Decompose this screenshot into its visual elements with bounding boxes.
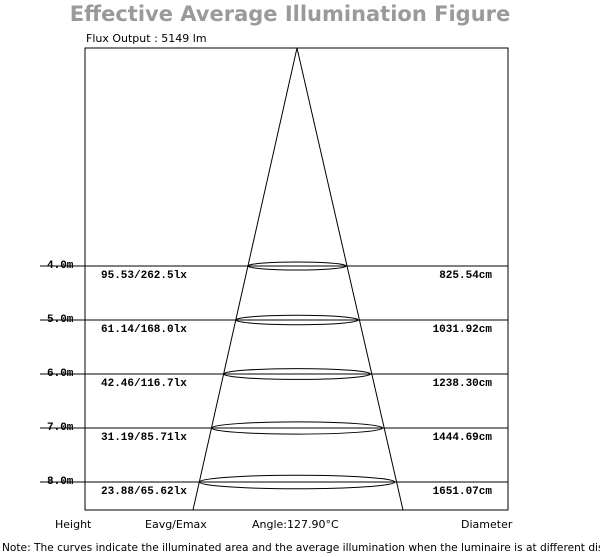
- light-ellipse: [247, 261, 347, 271]
- illuminance-label: 31.19/85.71lx: [101, 432, 187, 444]
- illuminance-label: 61.14/168.0lx: [101, 324, 187, 336]
- height-label: 6.0m: [47, 368, 74, 380]
- illuminance-label: 95.53/262.5lx: [101, 270, 187, 282]
- footer-angle: Angle:127.90°C: [252, 518, 339, 531]
- height-label: 4.0m: [47, 260, 74, 272]
- footer-illuminance: Eavg/Emax: [145, 518, 207, 531]
- illuminance-label: 23.88/65.62lx: [101, 486, 187, 498]
- footer-diameter: Diameter: [461, 518, 513, 531]
- diameter-label: 1238.30cm: [433, 378, 493, 390]
- height-label: 5.0m: [47, 314, 74, 326]
- flux-output: Flux Output : 5149 lm: [86, 32, 207, 45]
- diameter-label: 1651.07cm: [433, 486, 493, 498]
- illuminance-label: 42.46/116.7lx: [101, 378, 187, 390]
- light-ellipse: [235, 314, 359, 326]
- height-label: 8.0m: [47, 476, 74, 488]
- cone-right: [296, 47, 404, 511]
- diameter-label: 825.54cm: [439, 270, 492, 282]
- cone-left: [192, 47, 298, 511]
- diameter-label: 1444.69cm: [433, 432, 493, 444]
- light-ellipse: [210, 421, 384, 435]
- light-ellipse: [198, 474, 396, 490]
- title: Effective Average Illumination Figure: [70, 2, 511, 26]
- footer-height: Height: [55, 518, 92, 531]
- height-label: 7.0m: [47, 422, 74, 434]
- diameter-label: 1031.92cm: [433, 324, 493, 336]
- note: Note: The curves indicate the illuminate…: [2, 542, 600, 554]
- light-ellipse: [223, 368, 371, 380]
